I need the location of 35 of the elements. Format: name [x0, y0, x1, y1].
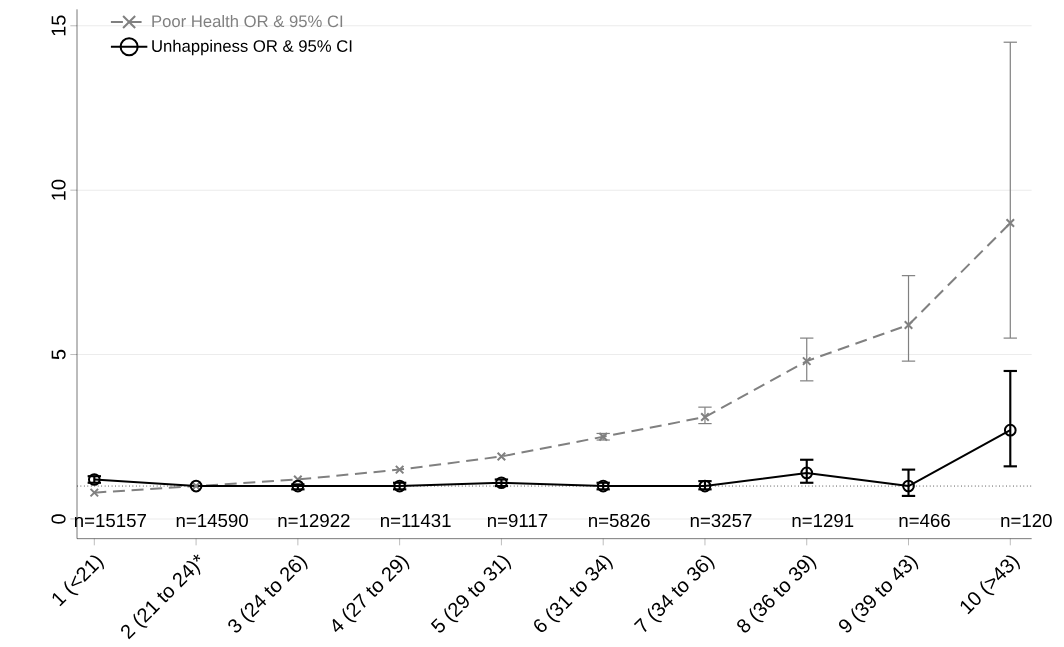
annotation: n=9117 [487, 514, 548, 528]
point [700, 412, 710, 422]
legend-label: Poor Health OR & 95% CI [152, 15, 343, 28]
annotation: n=5826 [589, 514, 650, 528]
point [801, 356, 812, 367]
x-tick-label: 9 (39 to 43) [838, 555, 919, 633]
x-tick-label: 7 (34 to 36) [633, 555, 715, 633]
annotation: n=14590 [176, 514, 248, 528]
point [291, 479, 305, 493]
annotation: n=12922 [278, 514, 350, 528]
legend-label: Unhappiness OR & 95% CI [152, 39, 352, 56]
x-tick-label: 5 (29 to 31) [430, 555, 512, 633]
point [394, 465, 405, 475]
annotation: n=1291 [792, 514, 854, 528]
x-tick-label: 4 (27 to 29) [332, 555, 410, 633]
y-tick-label: 5 [51, 349, 66, 360]
annotation: n=11431 [380, 514, 451, 528]
annotation: n=466 [899, 514, 950, 528]
point [1005, 218, 1016, 228]
point [496, 451, 507, 462]
point [89, 488, 100, 498]
point [800, 466, 814, 480]
x-tick-label: 8 (36 to 39) [737, 555, 817, 633]
point [903, 320, 914, 330]
x-tick-label: 6 (31 to 34) [534, 555, 613, 633]
y-tick-label: 10 [51, 180, 66, 200]
point [902, 479, 915, 493]
point [598, 432, 608, 442]
annotation: n=15157 [74, 514, 146, 528]
annotation: n=3257 [690, 514, 752, 528]
point [1003, 424, 1017, 437]
x-tick-label: 3 (24 to 26) [228, 555, 308, 633]
y-tick-label: 0 [51, 514, 66, 524]
annotation: n=120 [1001, 514, 1052, 528]
y-tick-label: 15 [51, 15, 66, 36]
